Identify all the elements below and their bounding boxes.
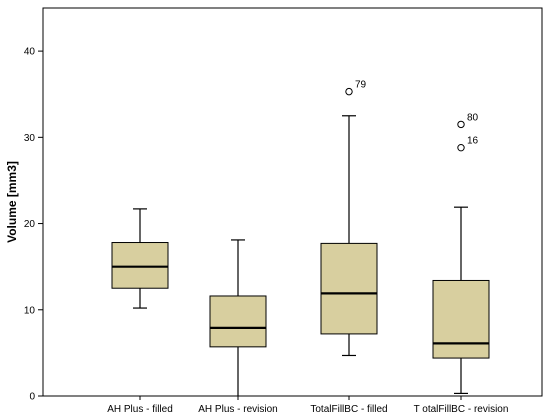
outlier-label: 80 bbox=[467, 112, 479, 123]
box bbox=[111, 242, 169, 289]
y-tick-label: 0 bbox=[29, 392, 35, 403]
y-tick-label: 40 bbox=[24, 47, 36, 58]
x-tick-label: AH Plus - filled bbox=[107, 404, 173, 415]
outlier-point bbox=[345, 87, 353, 96]
outlier-point bbox=[457, 120, 465, 129]
y-tick-label: 10 bbox=[24, 305, 36, 316]
x-tick-label: T otalFillBC - revision bbox=[414, 404, 509, 415]
outlier-point bbox=[457, 143, 465, 152]
y-tick-label: 30 bbox=[24, 133, 36, 144]
box bbox=[320, 242, 378, 335]
outlier-label: 79 bbox=[355, 80, 367, 91]
outlier-label: 16 bbox=[467, 136, 479, 147]
x-tick-label: TotalFillBC - filled bbox=[310, 404, 387, 415]
box bbox=[432, 279, 490, 359]
y-axis-title: Volume [mm3] bbox=[5, 161, 19, 243]
x-axis: AH Plus - filled AH Plus - revision TotalF… bbox=[107, 396, 508, 415]
boxplot-series: 79 80 16 bbox=[111, 80, 490, 396]
y-tick-label: 20 bbox=[24, 219, 36, 230]
y-axis: 0 10 20 30 40 bbox=[24, 47, 43, 403]
x-tick-label: AH Plus - revision bbox=[198, 404, 277, 415]
box bbox=[209, 295, 267, 348]
